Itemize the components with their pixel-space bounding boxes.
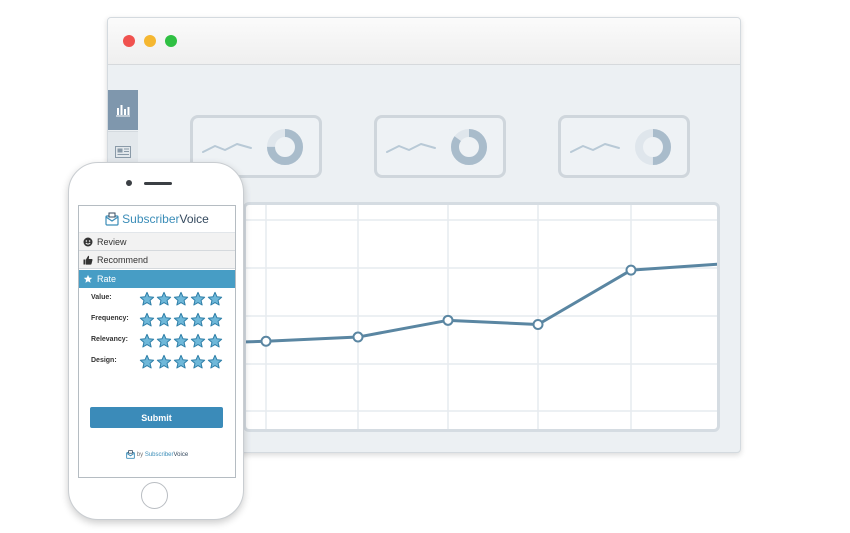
- chart-data-point: [625, 264, 637, 276]
- close-window-button[interactable]: [123, 35, 135, 47]
- newspaper-icon: [115, 146, 131, 158]
- sidebar-tab-analytics[interactable]: [108, 90, 138, 130]
- bar-chart-icon: [116, 105, 130, 117]
- star-icon[interactable]: [190, 354, 206, 370]
- star-rating[interactable]: [139, 291, 223, 307]
- rating-label: Frequency:: [91, 315, 129, 322]
- star-icon[interactable]: [190, 333, 206, 349]
- rating-row-value: Value:: [79, 289, 235, 309]
- chart-data-point: [442, 314, 454, 326]
- star-icon: [83, 274, 93, 283]
- rating-row-design: Design:: [79, 352, 235, 372]
- star-rating[interactable]: [139, 312, 223, 328]
- brand-name: SubscriberVoice: [122, 212, 209, 226]
- section-rate-label: Rate: [97, 274, 117, 284]
- star-icon[interactable]: [156, 291, 172, 307]
- star-icon[interactable]: [207, 312, 223, 328]
- donut-segment: [267, 129, 303, 165]
- minimize-window-button[interactable]: [144, 35, 156, 47]
- star-icon[interactable]: [207, 291, 223, 307]
- rating-label: Value:: [91, 294, 112, 301]
- maximize-window-button[interactable]: [165, 35, 177, 47]
- chart-series-line: [235, 262, 724, 344]
- footer-brand-part2: Voice: [173, 451, 189, 458]
- sparkline-icon: [202, 143, 252, 153]
- star-icon[interactable]: [156, 312, 172, 328]
- thumbs-up-icon: [83, 255, 93, 265]
- browser-titlebar: [108, 18, 740, 65]
- line-chart: [235, 205, 729, 429]
- star-icon[interactable]: [190, 291, 206, 307]
- star-icon[interactable]: [156, 333, 172, 349]
- phone-camera: [126, 180, 132, 186]
- rating-row-relevancy: Relevancy:: [79, 331, 235, 351]
- star-icon[interactable]: [190, 312, 206, 328]
- section-recommend[interactable]: Recommend: [79, 251, 235, 269]
- phone-device: SubscriberVoice Review Recommend: [68, 162, 244, 520]
- section-recommend-label: Recommend: [97, 254, 149, 265]
- star-icon[interactable]: [156, 354, 172, 370]
- section-review[interactable]: Review: [79, 233, 235, 251]
- star-icon[interactable]: [173, 291, 189, 307]
- star-rating[interactable]: [139, 333, 223, 349]
- sparkline-icon: [386, 143, 436, 153]
- home-button[interactable]: [141, 482, 168, 509]
- star-icon[interactable]: [207, 354, 223, 370]
- envelope-logo-icon: [125, 450, 135, 459]
- star-icon[interactable]: [139, 333, 155, 349]
- envelope-logo-icon: [105, 212, 119, 226]
- star-icon[interactable]: [173, 354, 189, 370]
- rating-label: Relevancy:: [91, 336, 128, 343]
- star-icon[interactable]: [173, 333, 189, 349]
- phone-screen: SubscriberVoice Review Recommend: [78, 205, 236, 478]
- star-rating[interactable]: [139, 354, 223, 370]
- donut-segment: [635, 129, 671, 165]
- chart-data-point: [532, 319, 544, 330]
- brand-logo: SubscriberVoice: [79, 206, 235, 233]
- footer-brand: by SubscriberVoice: [79, 450, 235, 459]
- star-icon[interactable]: [173, 312, 189, 328]
- footer-brand-part1: Subscriber: [144, 451, 174, 458]
- star-icon[interactable]: [139, 312, 155, 328]
- star-icon[interactable]: [139, 291, 155, 307]
- donut-chart-icon: [267, 129, 303, 165]
- footer-brand-text: by SubscriberVoice: [137, 452, 188, 458]
- phone-speaker: [144, 182, 172, 185]
- chart-data-point: [260, 335, 272, 347]
- section-rate[interactable]: Rate: [79, 270, 235, 288]
- section-review-label: Review: [97, 236, 127, 247]
- donut-chart-icon: [635, 129, 671, 165]
- star-icon[interactable]: [207, 333, 223, 349]
- brand-name-part1: Subscriber: [122, 212, 180, 226]
- star-icon[interactable]: [139, 354, 155, 370]
- summary-card: [374, 115, 506, 178]
- line-chart-panel: [235, 202, 729, 432]
- brand-name-part2: Voice: [179, 212, 209, 226]
- donut-chart-icon: [451, 129, 487, 165]
- rating-label: Design:: [91, 357, 117, 364]
- chart-data-point: [352, 331, 364, 343]
- smiley-icon: [83, 237, 93, 246]
- rating-row-frequency: Frequency:: [79, 310, 235, 330]
- donut-segment: [451, 129, 487, 165]
- footer-by: by: [136, 451, 145, 458]
- submit-button[interactable]: Submit: [90, 407, 223, 428]
- summary-card: [558, 115, 690, 178]
- sparkline-icon: [570, 143, 620, 153]
